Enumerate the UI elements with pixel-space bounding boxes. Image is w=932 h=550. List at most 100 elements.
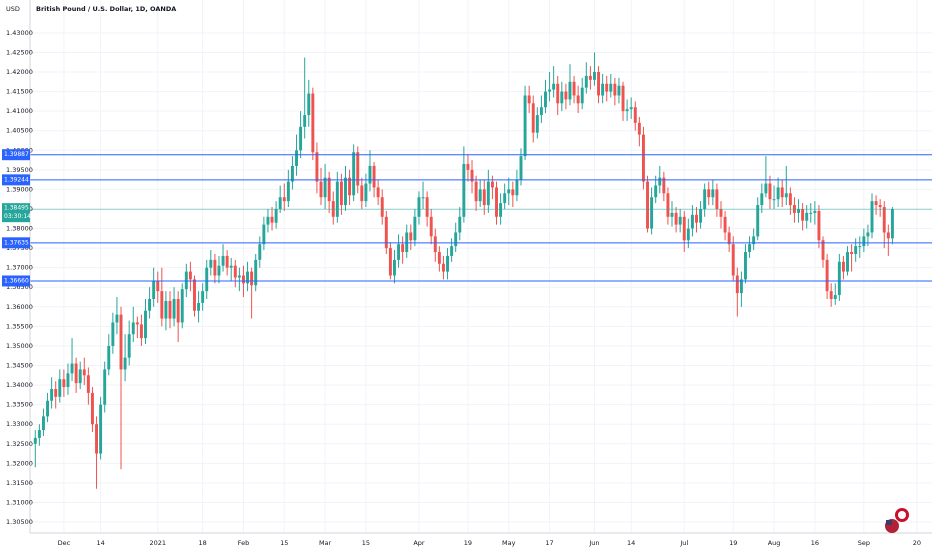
candle-body xyxy=(237,275,241,278)
y-tick-label: 1.39500 xyxy=(6,166,33,174)
candle-body xyxy=(115,314,119,323)
candle-body xyxy=(246,271,250,284)
candle-body xyxy=(111,322,115,346)
candle-body xyxy=(707,189,711,198)
x-tick-label: Jun xyxy=(588,539,599,547)
candle-body xyxy=(548,89,552,92)
candle-body xyxy=(254,259,258,286)
candle-body xyxy=(433,236,437,253)
y-tick-label: 1.36500 xyxy=(6,283,33,291)
candle-body xyxy=(715,189,719,209)
candle-body xyxy=(348,177,352,196)
candle-body xyxy=(458,216,462,233)
candle-body xyxy=(556,83,560,104)
candle-body xyxy=(637,122,641,135)
candle-body xyxy=(401,244,405,253)
x-tick-label: 20 xyxy=(913,539,921,547)
candle-body xyxy=(486,181,490,206)
candle-body xyxy=(429,216,433,237)
x-tick-label: 14 xyxy=(627,539,635,547)
candle-body xyxy=(670,212,674,217)
candle-body xyxy=(66,373,70,388)
candle-body xyxy=(609,83,613,92)
level-label-box xyxy=(2,149,30,161)
candle-body xyxy=(523,95,527,157)
candle-body xyxy=(405,232,409,253)
candle-body xyxy=(360,185,364,202)
candle-body xyxy=(592,72,596,80)
candle-body xyxy=(825,259,829,292)
candle-body xyxy=(388,248,392,276)
candle-body xyxy=(727,232,731,245)
x-tick-label: 17 xyxy=(545,539,553,547)
candle-body xyxy=(46,400,50,417)
level-label: 1.36660 xyxy=(4,277,29,284)
candle-body xyxy=(650,197,654,229)
candle-body xyxy=(37,430,41,438)
candle-body xyxy=(188,271,192,280)
x-tick-label: 2021 xyxy=(149,539,166,547)
candle-body xyxy=(327,177,331,202)
candle-body xyxy=(703,189,707,209)
candle-body xyxy=(641,134,645,182)
candle-body xyxy=(764,183,768,194)
candle-body xyxy=(482,189,486,206)
y-tick-label: 1.40500 xyxy=(6,127,33,135)
x-tick-label: 19 xyxy=(729,539,737,547)
candle-body xyxy=(629,107,633,110)
candle-body xyxy=(552,83,556,90)
levels xyxy=(30,154,932,282)
y-tick-label: 1.32500 xyxy=(6,440,33,448)
y-tick-label: 1.33000 xyxy=(6,420,33,428)
candle-body xyxy=(213,259,217,276)
candle-body xyxy=(760,193,764,206)
candle-body xyxy=(205,267,209,292)
candle-body xyxy=(829,291,833,299)
candle-body xyxy=(719,208,723,217)
candle-body xyxy=(862,236,866,247)
candle-body xyxy=(250,271,254,286)
candle-body xyxy=(70,363,74,374)
y-tick-label: 1.35500 xyxy=(6,322,33,330)
y-tick-label: 1.38000 xyxy=(6,225,33,233)
candle-body xyxy=(90,392,94,425)
candle-body xyxy=(613,83,617,96)
candle-body xyxy=(841,261,845,272)
candle-body xyxy=(307,93,311,116)
candle-body xyxy=(744,252,747,280)
candle-body xyxy=(821,240,825,260)
candle-body xyxy=(397,244,401,260)
y-tick-label: 1.43000 xyxy=(6,29,33,37)
candle-body xyxy=(446,255,450,272)
candle-body xyxy=(503,193,507,204)
candle-body xyxy=(376,187,380,198)
candle-body xyxy=(886,232,890,239)
candle-body xyxy=(711,189,715,198)
candle-body xyxy=(258,244,262,260)
candle-body xyxy=(580,87,584,104)
candle-body xyxy=(74,363,78,384)
candle-body xyxy=(466,163,470,170)
candle-body xyxy=(601,83,605,96)
candle-body xyxy=(511,189,515,196)
candle-body xyxy=(756,205,760,237)
x-tick-label: May xyxy=(502,539,516,547)
candle-body xyxy=(62,379,66,388)
x-tick-label: 19 xyxy=(464,539,472,547)
candle-body xyxy=(180,289,184,323)
candle-body xyxy=(82,369,86,376)
candle-body xyxy=(617,85,621,96)
candle-body xyxy=(58,379,62,397)
candle-body xyxy=(282,197,286,202)
candle-body xyxy=(768,183,772,200)
candle-body xyxy=(572,81,576,96)
candle-body xyxy=(560,91,564,104)
candle-body xyxy=(474,181,478,202)
candle-body xyxy=(584,75,588,88)
candle-body xyxy=(748,244,752,253)
candle-body xyxy=(499,203,503,217)
candle-body xyxy=(286,181,290,202)
candle-body xyxy=(278,197,282,209)
